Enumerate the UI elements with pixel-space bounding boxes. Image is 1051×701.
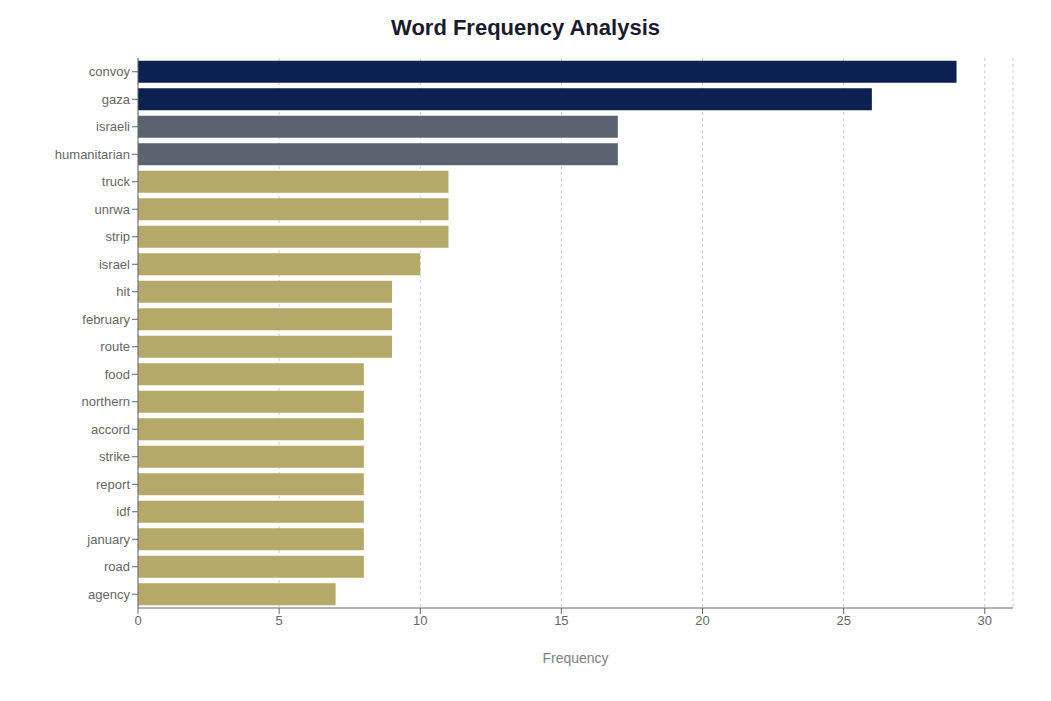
html-text:Word Frequency Analysis: Word Frequency Analysis [391,15,660,40]
svg-text:0: 0 [134,613,141,628]
svg-text:20: 20 [695,613,709,628]
svg-text:gaza: gaza [102,92,131,107]
svg-text:agency: agency [88,587,130,602]
svg-text:report: report [96,477,130,492]
svg-text:israeli: israeli [96,119,130,134]
svg-text:road: road [104,559,130,574]
svg-text:truck: truck [102,174,131,189]
svg-text:january: january [86,532,130,547]
svg-text:northern: northern [82,394,130,409]
svg-text:route: route [100,339,130,354]
svg-text:5: 5 [276,613,283,628]
svg-text:israel: israel [99,257,130,272]
svg-text:10: 10 [413,613,427,628]
svg-text:strike: strike [99,449,130,464]
svg-text:25: 25 [836,613,850,628]
svg-text:humanitarian: humanitarian [55,147,130,162]
svg-text:30: 30 [978,613,992,628]
svg-text:Frequency: Frequency [542,650,608,666]
svg-text:unrwa: unrwa [95,202,131,217]
svg-text:15: 15 [554,613,568,628]
svg-text:accord: accord [91,422,130,437]
svg-text:convoy: convoy [89,64,131,79]
svg-text:hit: hit [116,284,130,299]
svg-text:idf: idf [116,504,130,519]
svg-text:strip: strip [105,229,130,244]
svg-text:food: food [105,367,130,382]
svg-text:february: february [82,312,130,327]
